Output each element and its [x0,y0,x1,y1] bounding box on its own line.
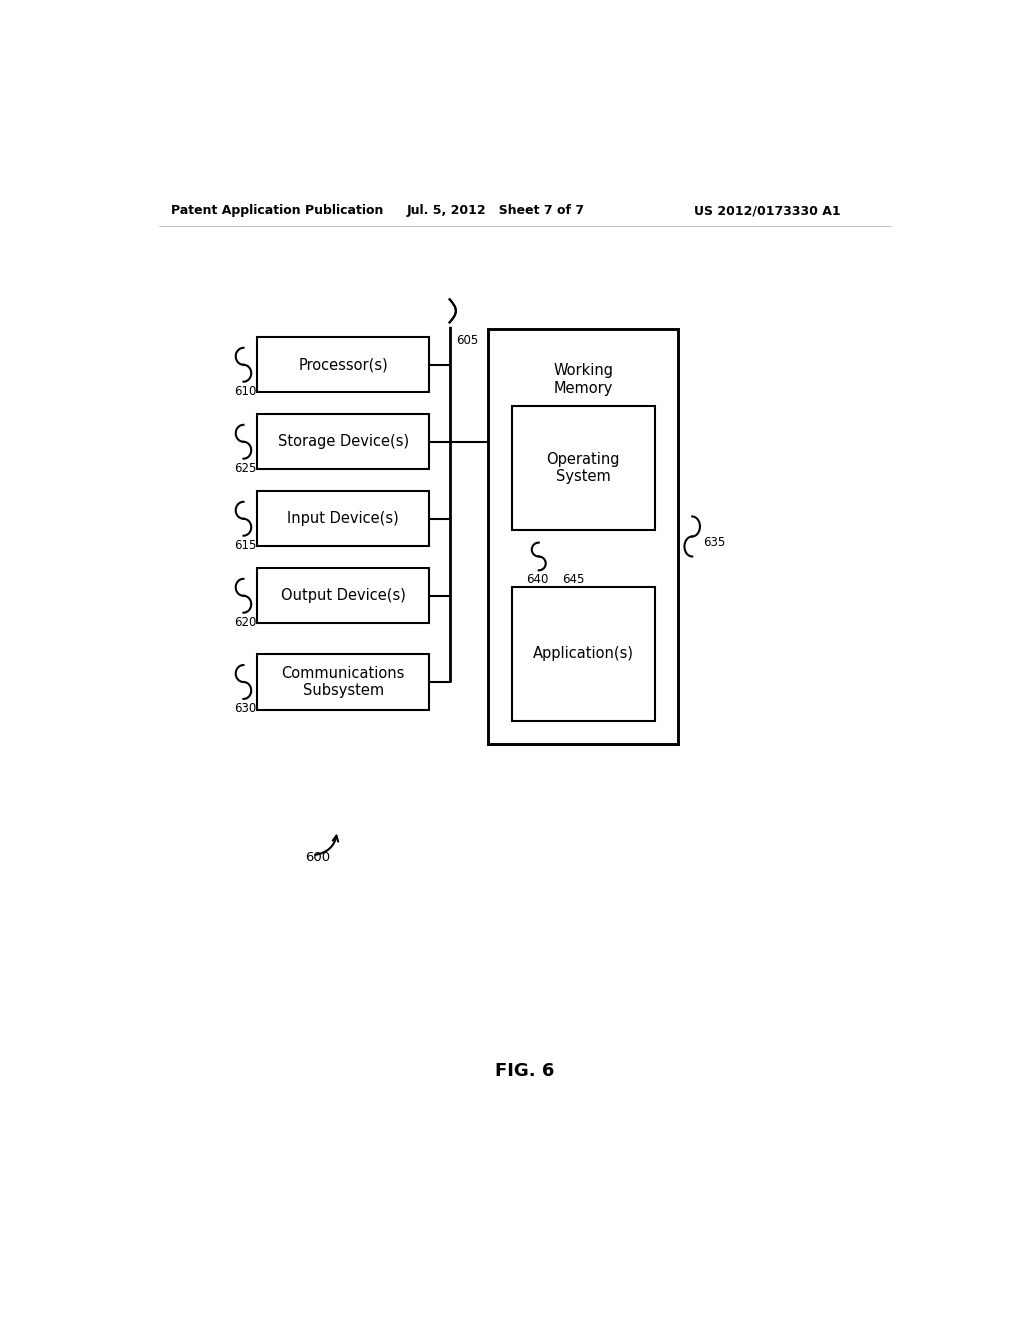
Text: Communications
Subsystem: Communications Subsystem [282,665,404,698]
Text: 635: 635 [703,536,725,549]
Text: 630: 630 [234,702,256,715]
Text: FIG. 6: FIG. 6 [496,1061,554,1080]
Text: Storage Device(s): Storage Device(s) [278,434,409,449]
Text: Patent Application Publication: Patent Application Publication [171,205,383,218]
Text: 605: 605 [456,334,478,347]
Text: Input Device(s): Input Device(s) [287,511,399,527]
Bar [257,655,429,710]
FancyArrowPatch shape [315,836,338,855]
Text: Application(s): Application(s) [532,645,634,661]
Text: 610: 610 [234,385,257,397]
Bar [512,407,655,529]
Bar [257,337,429,392]
Text: US 2012/0173330 A1: US 2012/0173330 A1 [693,205,841,218]
Text: Processor(s): Processor(s) [298,358,388,372]
Text: 615: 615 [234,539,257,552]
Text: Output Device(s): Output Device(s) [281,589,406,603]
Bar [512,587,655,721]
Text: 645: 645 [562,573,585,586]
Text: Operating
System: Operating System [547,451,621,484]
Bar [257,491,429,546]
Bar [257,568,429,623]
Text: 600: 600 [305,851,330,865]
Text: Jul. 5, 2012   Sheet 7 of 7: Jul. 5, 2012 Sheet 7 of 7 [407,205,585,218]
Text: 625: 625 [234,462,257,475]
Text: Working
Memory: Working Memory [553,363,613,396]
Bar [257,414,429,470]
Bar [488,330,678,743]
Text: 640: 640 [526,573,549,586]
Text: 620: 620 [234,615,257,628]
